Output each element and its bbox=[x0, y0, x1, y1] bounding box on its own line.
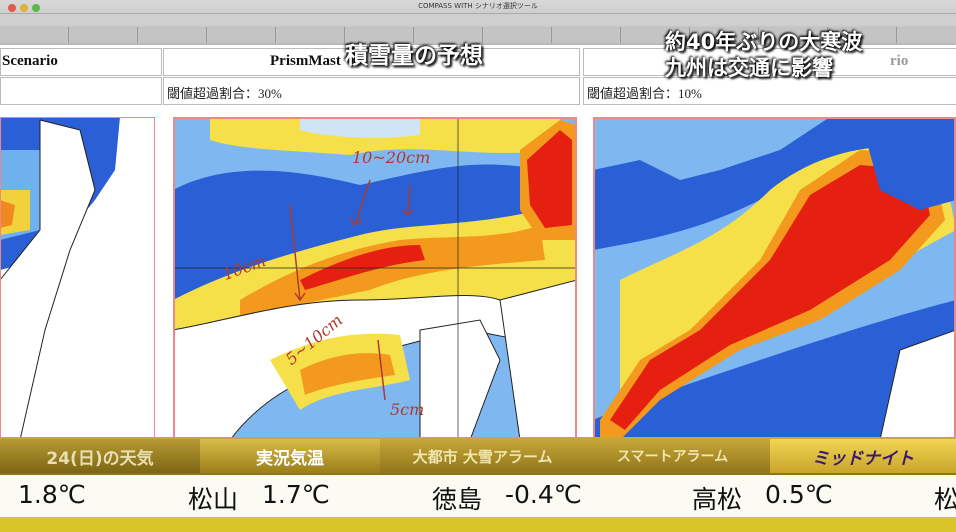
ticker-tab[interactable]: ミッドナイト bbox=[770, 439, 956, 473]
temperature: 1.7℃ bbox=[262, 480, 330, 509]
browser-chrome: COMPASS WITH シナリオ選択ツール bbox=[0, 0, 956, 45]
handwritten-note: 5cm bbox=[390, 400, 425, 419]
column-header: PrismMast bbox=[270, 53, 341, 69]
temperature: 1.8℃ bbox=[18, 480, 86, 509]
temperature-bar bbox=[0, 475, 956, 517]
bottom-strip bbox=[0, 517, 956, 532]
city: 松 bbox=[934, 485, 956, 514]
headline: 約40年ぶりの大寒波 bbox=[665, 30, 863, 54]
threshold-note: 閾値超過割合：10% bbox=[587, 86, 702, 101]
overlay-title: 積雪量の予想 bbox=[345, 43, 483, 69]
city: 徳島 bbox=[432, 485, 483, 514]
temperature: -0.4℃ bbox=[505, 480, 582, 509]
column-header: Scenario bbox=[2, 53, 58, 69]
map-right bbox=[593, 117, 956, 440]
column-header: rio bbox=[890, 53, 909, 69]
ticker-tab[interactable]: 大都市 大雪アラーム bbox=[412, 447, 553, 466]
map-middle bbox=[173, 117, 577, 440]
handwritten-note: 10~20cm bbox=[352, 148, 431, 167]
ticker-tab[interactable]: 24(日)の天気 bbox=[0, 439, 200, 473]
ticker-tab[interactable]: 実況気温 bbox=[200, 439, 380, 473]
window-title: COMPASS WITH シナリオ選択ツール bbox=[418, 2, 538, 10]
city: 高松 bbox=[692, 485, 743, 514]
map-left bbox=[0, 117, 155, 440]
ticker-tab[interactable]: スマートアラーム bbox=[616, 449, 729, 465]
threshold-note: 閾値超過割合：30% bbox=[167, 86, 282, 101]
headline: 九州は交通に影響 bbox=[665, 56, 833, 80]
city: 松山 bbox=[188, 485, 239, 514]
temperature: 0.5℃ bbox=[765, 480, 833, 509]
